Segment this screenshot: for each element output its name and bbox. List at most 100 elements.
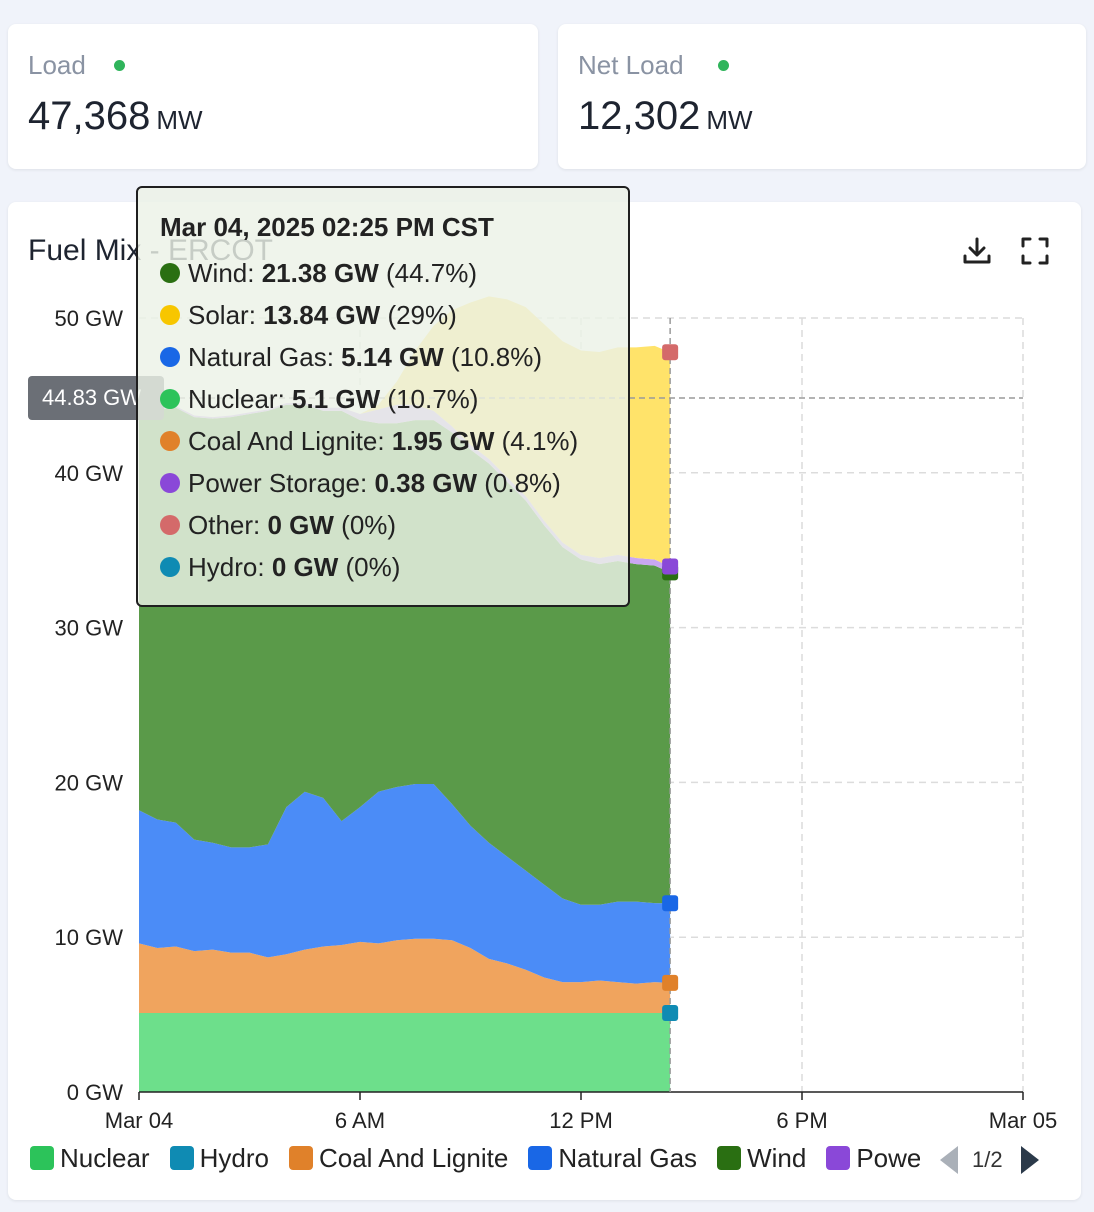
fullscreen-icon[interactable]: [1018, 234, 1052, 268]
tooltip-series-value: 5.14 GW: [341, 341, 444, 372]
chart-tooltip: Mar 04, 2025 02:25 PM CST Wind: 21.38 GW…: [136, 186, 630, 607]
marker-hydro: [662, 1005, 679, 1022]
legend-pager: 1/2: [940, 1140, 1060, 1180]
kpi-value: 12,302 MW: [578, 94, 753, 139]
legend-item-natural-gas[interactable]: Natural Gas: [528, 1140, 697, 1176]
tooltip-series-value: 13.84 GW: [263, 299, 381, 330]
area-nuclear: [139, 1013, 671, 1092]
y-tick-label: 10 GW: [55, 925, 124, 950]
series-dot: [160, 557, 180, 577]
marker-coal-and-lignite: [662, 974, 679, 991]
tooltip-row: Power Storage: 0.38 GW (0.8%): [160, 462, 628, 504]
status-dot: [718, 60, 729, 71]
y-tick-label: 50 GW: [55, 306, 124, 331]
legend-item-hydro[interactable]: Hydro: [169, 1140, 269, 1176]
kpi-label: Load: [28, 50, 86, 80]
tooltip-series-value: 21.38 GW: [261, 257, 379, 288]
tooltip-series-pct: (0%): [333, 509, 397, 540]
kpi-unit: MW: [156, 105, 203, 135]
tooltip-series-pct: (0%): [338, 551, 401, 582]
kpi-label: Net Load: [578, 50, 684, 80]
tooltip-series-name: Solar:: [188, 299, 264, 330]
legend-swatch: [169, 1146, 194, 1170]
series-dot: [160, 347, 180, 367]
kpi-card-load: Load 47,368 MW: [8, 24, 538, 169]
area-coal-and-lignite: [139, 938, 671, 1014]
legend-page-indicator: 1/2: [972, 1147, 1003, 1172]
tooltip-title: Mar 04, 2025 02:25 PM CST: [160, 212, 494, 242]
kpi-card-net-load: Net Load 12,302 MW: [558, 24, 1086, 169]
tooltip-row: Coal And Lignite: 1.95 GW (4.1%): [160, 420, 628, 462]
x-tick-label: 6 AM: [335, 1108, 385, 1133]
legend-swatch: [528, 1146, 553, 1170]
tooltip-row: Solar: 13.84 GW (29%): [160, 294, 628, 336]
download-icon[interactable]: [960, 234, 994, 268]
series-dot: [160, 389, 180, 409]
series-dot: [160, 515, 180, 535]
legend-swatch: [826, 1146, 851, 1170]
axes: 0 GW 10 GW 20 GW 30 GW 40 GW 50 GW Mar 04 6 AM 1…: [55, 306, 1058, 1133]
cursor-value-text: 44.83 GW: [42, 385, 142, 410]
x-tick-label: Mar 04: [105, 1108, 173, 1133]
prev-page-icon[interactable]: [940, 1146, 958, 1174]
series-dot: [160, 473, 180, 493]
tooltip-rows: Wind: 21.38 GW (44.7%) Solar: 13.84 GW (2…: [160, 252, 628, 588]
next-page-icon[interactable]: [1020, 1146, 1039, 1174]
series-dot: [160, 431, 180, 451]
legend-item-power-storage[interactable]: Power Storage: [826, 1140, 920, 1176]
legend-item-wind[interactable]: Wind: [717, 1140, 806, 1176]
tooltip-series-name: Nuclear:: [188, 383, 293, 414]
tooltip-row: Natural Gas: 5.14 GW (10.8%): [160, 336, 628, 378]
marker-power-storage: [662, 558, 679, 575]
legend-label: Wind: [747, 1142, 807, 1173]
tooltip-series-name: Hydro:: [188, 551, 272, 582]
marker-natural-gas: [662, 895, 679, 912]
legend-label: Natural Gas: [558, 1142, 698, 1173]
y-tick-label: 20 GW: [55, 770, 124, 795]
tooltip-series-value: 1.95 GW: [391, 425, 495, 456]
series-dot: [160, 263, 180, 283]
area-natural-gas: [139, 783, 671, 984]
legend-swatch: [288, 1146, 313, 1170]
y-tick-label: 30 GW: [55, 616, 124, 641]
y-tick-label: 0 GW: [67, 1080, 123, 1105]
status-dot: [114, 60, 125, 71]
x-tick-label: 6 PM: [776, 1108, 827, 1133]
series-dot: [160, 305, 180, 325]
tooltip-row: Hydro: 0 GW (0%): [160, 546, 628, 588]
tooltip-series-name: Power Storage:: [188, 467, 375, 498]
legend-item-nuclear[interactable]: Nuclear: [30, 1140, 150, 1176]
tooltip-series-name: Other:: [188, 509, 268, 540]
tooltip-series-pct: (0.8%): [477, 467, 561, 498]
y-tick-label: 40 GW: [55, 461, 124, 486]
tooltip-series-value: 0 GW: [271, 551, 339, 582]
tooltip-series-pct: (29%): [380, 299, 457, 330]
legend-label: Nuclear: [60, 1142, 150, 1173]
marker-other: [662, 344, 679, 361]
tooltip-series-name: Natural Gas:: [188, 341, 342, 372]
legend-label: Coal And Lignite: [318, 1142, 509, 1173]
legend-swatch: [717, 1146, 742, 1170]
tooltip-row: Wind: 21.38 GW (44.7%): [160, 252, 628, 294]
tooltip-series-value: 0.38 GW: [374, 467, 478, 498]
x-tick-label: 12 PM: [549, 1108, 613, 1133]
tooltip-series-pct: (44.7%): [378, 257, 478, 288]
tooltip-series-pct: (4.1%): [494, 425, 579, 456]
tooltip-series-pct: (10.7%): [380, 383, 479, 414]
kpi-unit: MW: [706, 105, 753, 135]
legend-item-coal-and-lignite[interactable]: Coal And Lignite: [288, 1140, 509, 1176]
legend-swatch: [30, 1146, 54, 1170]
legend-label: Hydro: [199, 1142, 269, 1173]
chart-legend: Nuclear Hydro Coal And Lignite Natural Gas W…: [30, 1140, 920, 1180]
legend-label: Power Storage: [856, 1142, 920, 1173]
kpi-number: 47,368: [28, 94, 151, 138]
tooltip-series-pct: (10.8%): [443, 341, 543, 372]
tooltip-series-name: Coal And Lignite:: [188, 425, 392, 456]
kpi-number: 12,302: [578, 94, 701, 138]
tooltip-series-name: Wind:: [188, 257, 262, 288]
kpi-value: 47,368 MW: [28, 94, 203, 139]
tooltip-row: Nuclear: 5.1 GW (10.7%): [160, 378, 628, 420]
x-tick-label: Mar 05: [989, 1108, 1057, 1133]
tooltip-row: Other: 0 GW (0%): [160, 504, 628, 546]
tooltip-series-value: 5.1 GW: [292, 383, 381, 414]
